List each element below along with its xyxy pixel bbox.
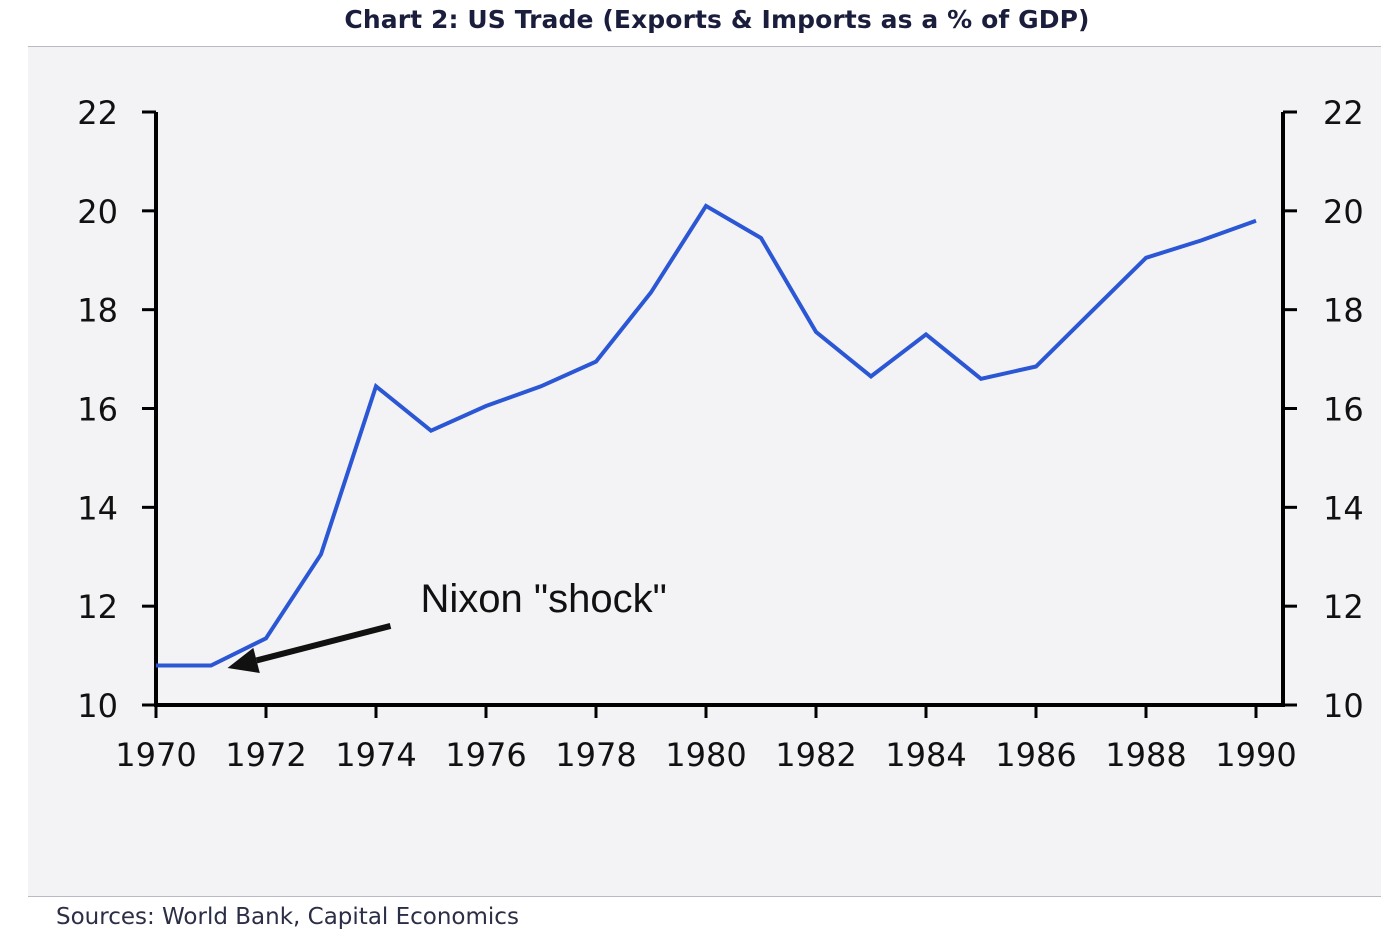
y-tick-label-left: 14 [77,489,118,527]
annotation-label: Nixon "shock" [421,577,667,621]
y-tick-label-right: 18 [1323,292,1364,330]
x-tick-label: 1988 [1105,736,1186,774]
y-tick-label-right: 22 [1323,94,1364,132]
y-tick-label-right: 20 [1323,193,1364,231]
x-tick-label: 1982 [775,736,856,774]
x-tick-label: 1990 [1215,736,1296,774]
y-tick-label-right: 12 [1323,588,1364,626]
y-tick-label-left: 18 [77,292,118,330]
y-tick-label-left: 22 [77,94,118,132]
y-tick-label-left: 10 [77,687,118,725]
x-tick-label: 1970 [115,736,196,774]
x-tick-label: 1984 [885,736,966,774]
series-line [156,203,1257,668]
y-tick-label-left: 16 [77,391,118,429]
x-tick-label: 1974 [335,736,416,774]
chart-title: Chart 2: US Trade (Exports & Imports as … [344,5,1090,34]
x-tick-label: 1978 [555,736,636,774]
y-tick-label-right: 10 [1323,687,1364,725]
x-tick-label: 1976 [445,736,526,774]
x-tick-label: 1972 [225,736,306,774]
y-tick-label-right: 14 [1323,489,1364,527]
chart-panel [28,46,1381,897]
y-tick-label-right: 16 [1323,391,1364,429]
annotation-arrow-head [227,647,260,674]
annotation-arrow-shaft [255,623,392,664]
x-tick-label: 1980 [665,736,746,774]
x-tick-label: 1986 [995,736,1076,774]
y-tick-label-left: 20 [77,193,118,231]
y-tick-label-left: 12 [77,588,118,626]
source-note: Sources: World Bank, Capital Economics [56,904,519,930]
